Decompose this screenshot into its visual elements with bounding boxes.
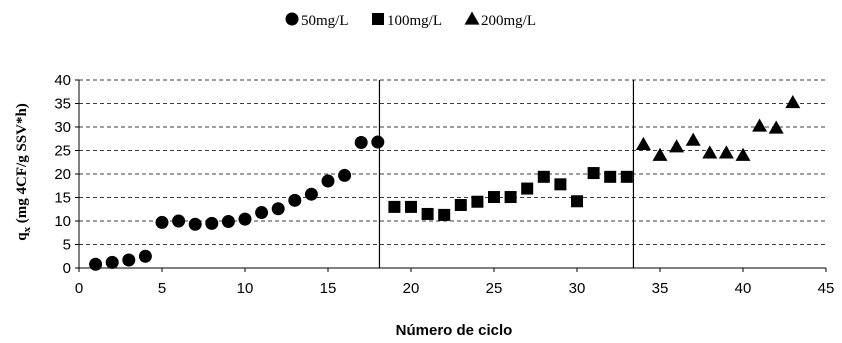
axes [75,79,827,272]
triangle-point [752,118,768,132]
data-points [89,95,801,271]
x-tick-label: 5 [158,280,166,297]
legend-label: 50mg/L [301,13,349,29]
square-point [620,170,633,183]
triangle-point [735,147,751,161]
square-point [521,182,534,195]
square-point [388,200,401,213]
circle-point [371,135,385,149]
x-tick-label: 20 [403,280,420,297]
triangle-point [768,120,784,134]
circle-point [221,214,235,228]
triangle-point [669,139,685,153]
x-tick-label: 45 [818,280,835,297]
phase-dividers [378,80,635,268]
x-tick-label: 10 [237,280,254,297]
y-tick-label: 40 [54,72,71,89]
circle-point [354,136,368,150]
legend-square-marker [372,13,384,25]
y-axis-label: qx (mg 4CF/g SSV*h) [14,103,33,241]
legend-item: 200mg/L [464,11,536,29]
x-tick-label: 15 [320,280,337,297]
square-point [537,170,550,183]
y-tick-labels: 0 5 10 15 20 25 30 35 40 [54,72,71,277]
circle-point [205,216,219,230]
x-tick-label: 30 [569,280,586,297]
y-tick-label: 0 [63,260,71,277]
legend-triangle-marker [464,11,480,25]
triangle-point [702,145,718,159]
legend: 50mg/L 100mg/L 200mg/L [285,11,536,29]
legend-item: 100mg/L [372,13,442,29]
circle-point [255,206,269,220]
circle-point [188,217,202,231]
legend-label: 200mg/L [481,13,536,29]
y-tick-label: 25 [54,143,71,160]
y-tick-label: 10 [54,213,71,230]
circle-point [172,214,186,228]
square-point [571,195,583,208]
y-tick-label: 15 [54,190,71,207]
x-tick-label: 0 [75,280,83,297]
y-axis-label-sub: x [21,226,33,232]
triangle-point [652,147,668,161]
square-point [554,178,567,191]
triangle-point [685,132,701,146]
y-tick-label: 5 [63,237,71,254]
circle-point [304,187,318,201]
square-point [587,167,600,180]
circle-point [89,257,103,271]
square-point [488,191,500,204]
x-tick-label: 35 [652,280,669,297]
square-point [504,191,517,204]
triangle-point [718,145,734,159]
legend-circle-marker [285,12,299,26]
series-circle [89,135,385,271]
circle-point [271,202,285,216]
square-point [438,208,451,221]
x-tick-label: 40 [735,280,752,297]
y-axis-label-main: q [14,232,30,241]
y-axis-label-rest: (mg 4CF/g SSV*h) [14,103,30,227]
legend-item: 50mg/L [285,12,349,29]
square-point [405,200,417,213]
circle-point [122,253,136,267]
gridlines [79,79,826,245]
y-tick-label: 35 [54,96,71,113]
x-tick-label: 25 [486,280,503,297]
square-point [471,195,484,208]
series-square [388,167,633,221]
square-point [421,207,434,220]
circle-point [288,193,302,207]
circle-point [338,168,352,182]
square-point [604,170,617,183]
circle-point [105,255,119,269]
x-tick-labels: 0 5 10 15 20 25 30 35 40 45 [75,280,835,297]
circle-point [321,174,335,188]
circle-point [138,249,152,263]
circle-point [238,212,252,226]
legend-label: 100mg/L [387,13,442,29]
series-triangle [635,95,801,161]
y-tick-label: 30 [54,119,71,136]
square-point [454,199,467,212]
triangle-point [635,136,651,151]
triangle-point [785,95,801,109]
y-tick-label: 20 [54,166,71,183]
x-axis-label: Número de ciclo [396,322,513,339]
circle-point [155,215,169,229]
